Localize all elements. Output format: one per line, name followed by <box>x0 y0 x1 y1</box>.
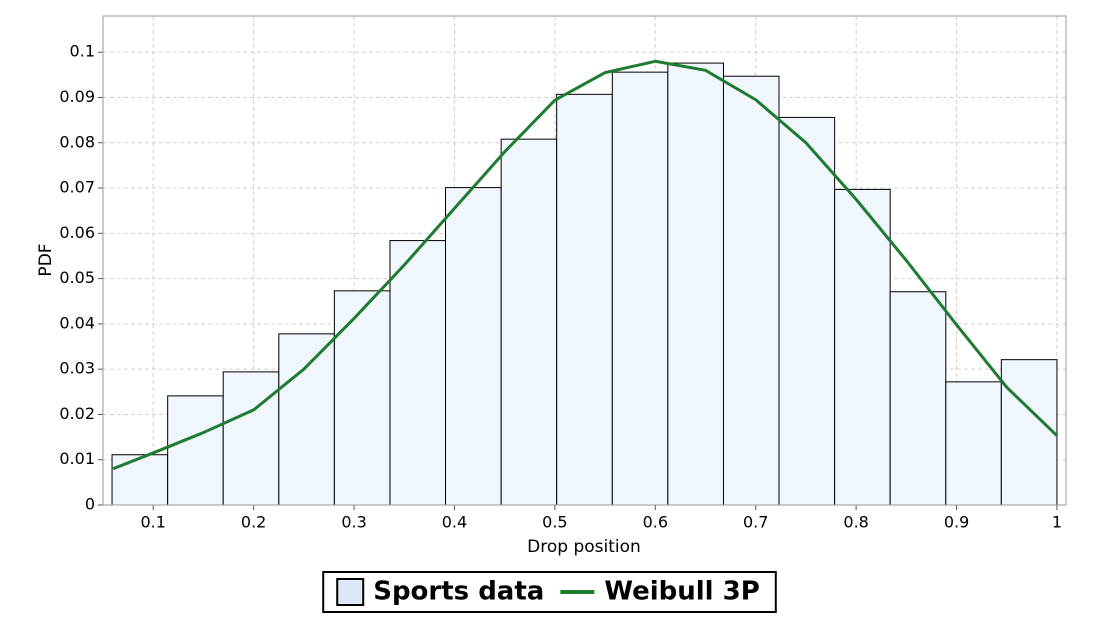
histogram-bar <box>834 188 891 506</box>
x-tick-label: 0.9 <box>944 513 969 532</box>
y-tick-label: 0.05 <box>59 268 95 287</box>
y-tick-label: 0.06 <box>59 223 95 242</box>
y-tick-label: 0.09 <box>59 87 95 106</box>
histogram-bar <box>500 138 558 506</box>
histogram-bar <box>111 454 169 506</box>
histogram-bar <box>667 62 724 506</box>
y-tick-label: 0 <box>85 495 95 514</box>
legend-label: Weibull 3P <box>604 577 759 607</box>
legend: Sports data Weibull 3P <box>322 571 777 613</box>
y-tick-label: 0.01 <box>59 449 95 468</box>
legend-swatch <box>336 578 365 606</box>
histogram-bar <box>333 290 391 506</box>
x-tick-label: 0.3 <box>341 513 366 532</box>
y-tick-label: 0.08 <box>59 132 95 151</box>
histogram-bar <box>278 333 335 506</box>
x-tick-label: 1 <box>1052 513 1062 532</box>
plot-frame <box>102 15 1067 506</box>
fit-curve <box>112 59 1059 471</box>
histogram-bar <box>722 75 780 506</box>
y-tick-label: 0.07 <box>59 178 95 197</box>
legend-label: Sports data <box>373 577 544 607</box>
x-axis-label: Drop position <box>527 537 641 557</box>
histogram-bar <box>945 381 1002 506</box>
x-tick-label: 0.7 <box>743 513 768 532</box>
histogram-bar <box>222 371 280 506</box>
x-tick-label: 0.4 <box>442 513 467 532</box>
histogram-bar <box>167 395 224 506</box>
histogram-bar <box>778 116 836 506</box>
y-tick-label: 0.02 <box>59 404 95 423</box>
histogram-bar <box>445 187 502 506</box>
x-tick-label: 0.1 <box>140 513 165 532</box>
histogram-bar <box>389 240 447 506</box>
y-tick-label: 0.03 <box>59 359 95 378</box>
histogram-bar <box>889 291 947 506</box>
legend-box <box>322 571 777 613</box>
x-tick-label: 0.8 <box>843 513 868 532</box>
y-axis-label: PDF <box>36 243 56 276</box>
histogram-bar <box>611 71 669 506</box>
y-tick-label: 0.1 <box>70 42 95 61</box>
x-tick-label: 0.5 <box>542 513 567 532</box>
histogram-bar <box>556 93 613 506</box>
y-tick-label: 0.04 <box>59 313 95 332</box>
histogram-bar <box>1000 359 1058 506</box>
x-tick-label: 0.2 <box>241 513 266 532</box>
x-tick-label: 0.6 <box>643 513 668 532</box>
